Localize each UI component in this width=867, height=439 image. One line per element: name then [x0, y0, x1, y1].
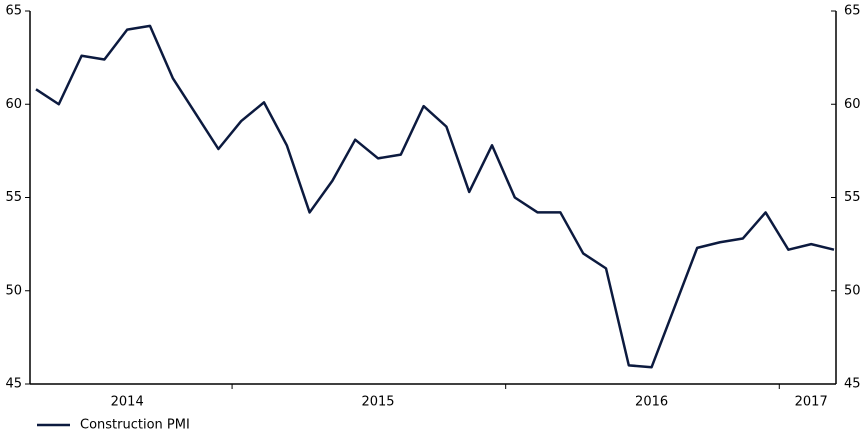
y2-tick-label: 55 [844, 190, 861, 205]
y-tick-label: 50 [5, 283, 22, 298]
x-tick-label: 2017 [795, 395, 828, 410]
y-tick-label: 65 [5, 4, 22, 19]
x-tick-label: 2015 [361, 395, 394, 410]
y2-tick-label: 65 [844, 4, 861, 19]
y-tick-label: 60 [5, 97, 22, 112]
y-tick-label: 45 [5, 377, 22, 392]
y-tick-label: 55 [5, 190, 22, 205]
x-tick-label: 2014 [111, 395, 144, 410]
data-line [35, 24, 835, 369]
y2-tick-label: 60 [844, 97, 861, 112]
legend-label: Construction PMI [80, 418, 190, 433]
y2-tick-label: 50 [844, 283, 861, 298]
y2-tick-label: 45 [844, 377, 861, 392]
x-tick-label: 2016 [635, 395, 668, 410]
